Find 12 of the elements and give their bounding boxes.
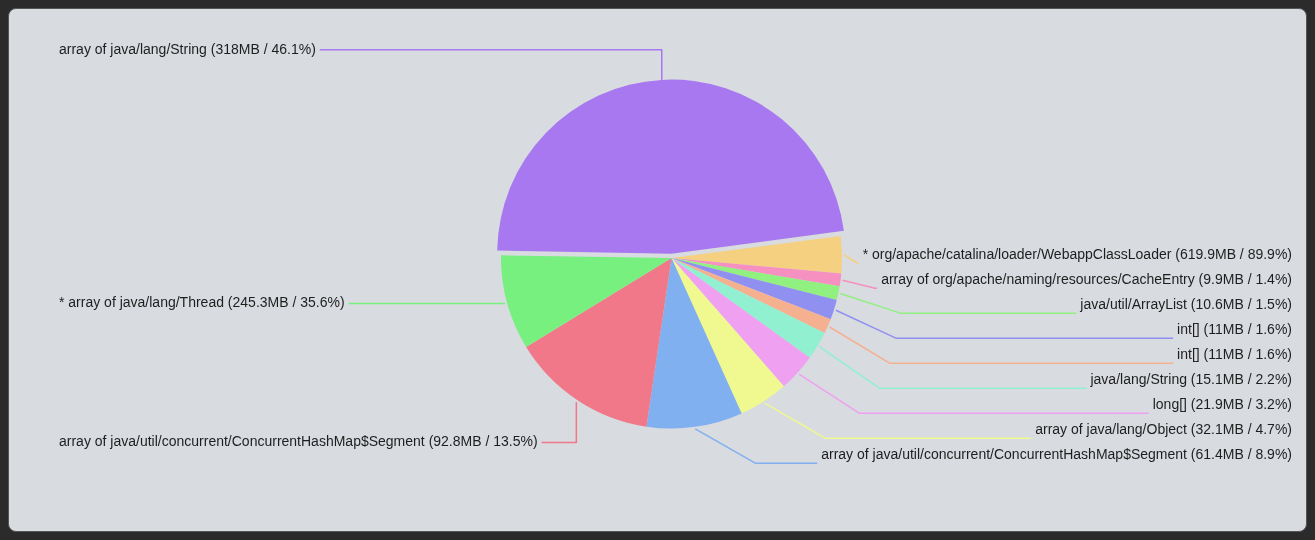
slice-label: * array of java/lang/Thread (245.3MB / 35.6%) [59,294,345,311]
slice-label: array of org/apache/naming/resources/CacheEntry (9.9MB / 1.4%) [881,271,1292,288]
slice-label: java/lang/String (15.1MB / 2.2%) [1089,371,1292,388]
slice-label: int[] (11MB / 1.6%) [1177,346,1292,363]
slice-label: array of java/lang/Object (32.1MB / 4.7%) [1035,421,1292,438]
slice-label: * org/apache/catalina/loader/WebappClassLoader (619.9MB / 89.9%) [862,245,1292,262]
slice-label: java/util/ArrayList (10.6MB / 1.5%) [1079,296,1292,313]
slice-label: long[] (21.9MB / 3.2%) [1152,396,1292,413]
slice-label: array of java/util/concurrent/ConcurrentHashMap$Segment (92.8MB / 13.5%) [59,433,538,450]
slice-label: array of java/lang/String (318MB / 46.1%) [59,40,316,57]
slice-label: array of java/util/concurrent/ConcurrentHashMap$Segment (61.4MB / 8.9%) [821,446,1292,463]
slice-label: int[] (11MB / 1.6%) [1177,321,1292,338]
